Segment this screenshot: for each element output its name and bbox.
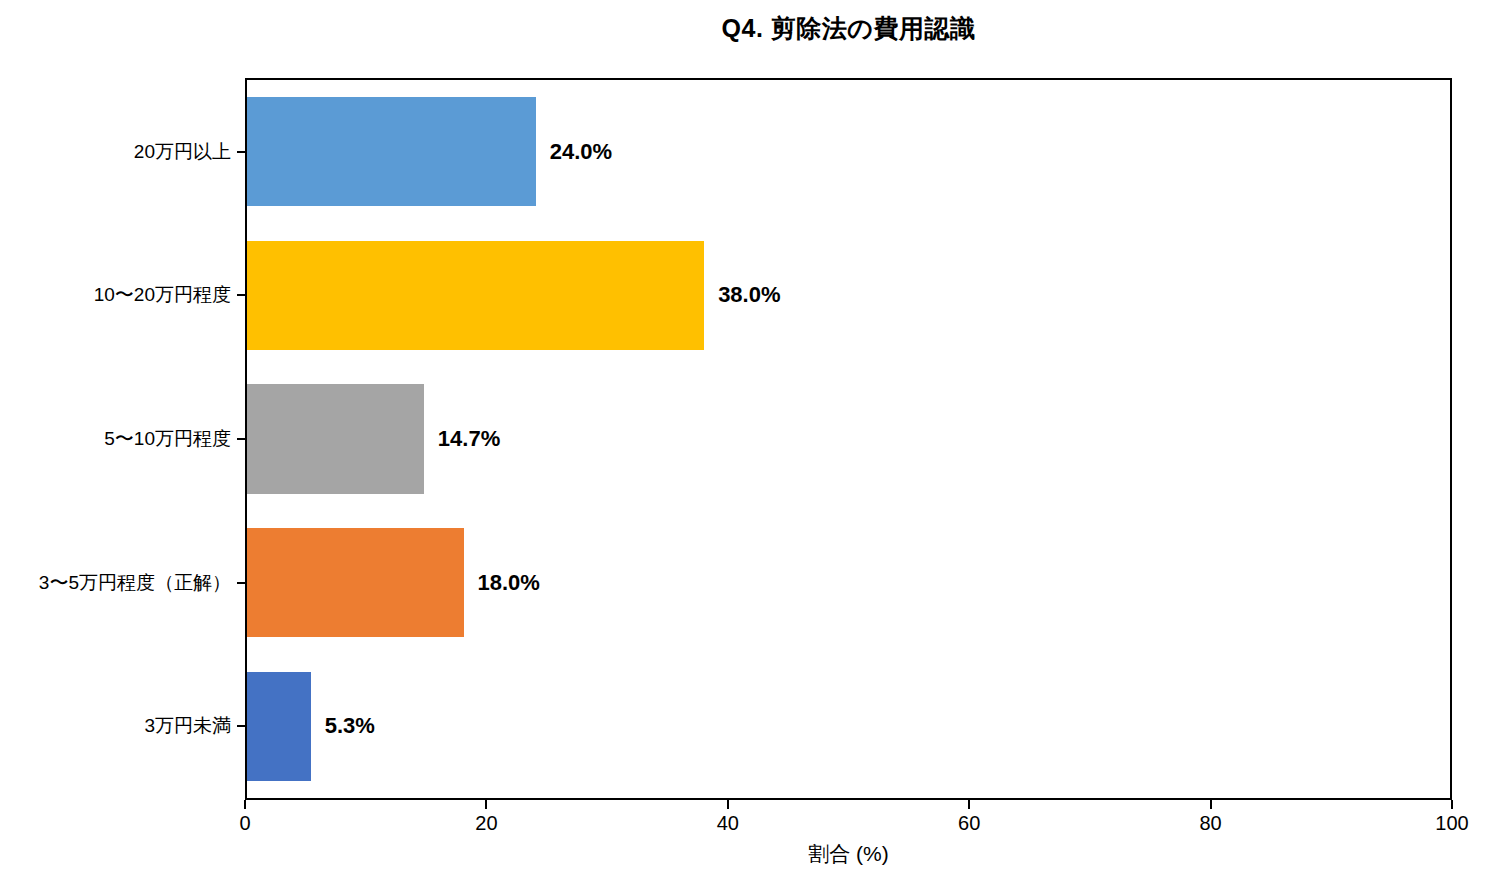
bar-rows-container: 20万円以上24.0%10〜20万円程度38.0%5〜10万円程度14.7%3〜… xyxy=(247,80,1450,798)
x-tick-mark xyxy=(968,800,970,809)
plot-area: 20万円以上24.0%10〜20万円程度38.0%5〜10万円程度14.7%3〜… xyxy=(245,78,1452,800)
category-label: 3〜5万円程度（正解） xyxy=(39,570,231,596)
category-label: 5〜10万円程度 xyxy=(104,426,231,452)
x-tick-label: 20 xyxy=(475,812,497,835)
x-axis-label: 割合 (%) xyxy=(245,840,1452,868)
figure: Q4. 剪除法の費用認識 20万円以上24.0%10〜20万円程度38.0%5〜… xyxy=(0,0,1485,881)
value-label: 18.0% xyxy=(478,570,540,596)
bar xyxy=(247,384,424,493)
category-label: 3万円未満 xyxy=(144,713,231,739)
x-tick-mark xyxy=(1451,800,1453,809)
bar-row: 3万円未満5.3% xyxy=(247,654,1450,798)
category-label: 10〜20万円程度 xyxy=(94,282,231,308)
value-label: 14.7% xyxy=(438,426,500,452)
y-tick-mark xyxy=(237,725,245,727)
x-tick-label: 40 xyxy=(717,812,739,835)
y-tick-mark xyxy=(237,151,245,153)
x-tick-mark xyxy=(727,800,729,809)
bar-row: 3〜5万円程度（正解）18.0% xyxy=(247,511,1450,655)
chart-title: Q4. 剪除法の費用認識 xyxy=(245,12,1452,45)
x-tick-mark xyxy=(485,800,487,809)
bar-row: 5〜10万円程度14.7% xyxy=(247,367,1450,511)
bar xyxy=(247,672,311,781)
x-tick-label: 60 xyxy=(958,812,980,835)
bar-row: 10〜20万円程度38.0% xyxy=(247,224,1450,368)
bar xyxy=(247,241,704,350)
x-tick-mark xyxy=(1210,800,1212,809)
value-label: 5.3% xyxy=(325,713,375,739)
value-label: 24.0% xyxy=(550,139,612,165)
category-label: 20万円以上 xyxy=(134,139,231,165)
value-label: 38.0% xyxy=(718,282,780,308)
x-tick-mark xyxy=(244,800,246,809)
y-tick-mark xyxy=(237,294,245,296)
bar-row: 20万円以上24.0% xyxy=(247,80,1450,224)
bar xyxy=(247,528,464,637)
y-tick-mark xyxy=(237,582,245,584)
x-tick-label: 100 xyxy=(1435,812,1468,835)
x-tick-label: 0 xyxy=(239,812,250,835)
y-tick-mark xyxy=(237,438,245,440)
bar xyxy=(247,97,536,206)
x-tick-label: 80 xyxy=(1199,812,1221,835)
